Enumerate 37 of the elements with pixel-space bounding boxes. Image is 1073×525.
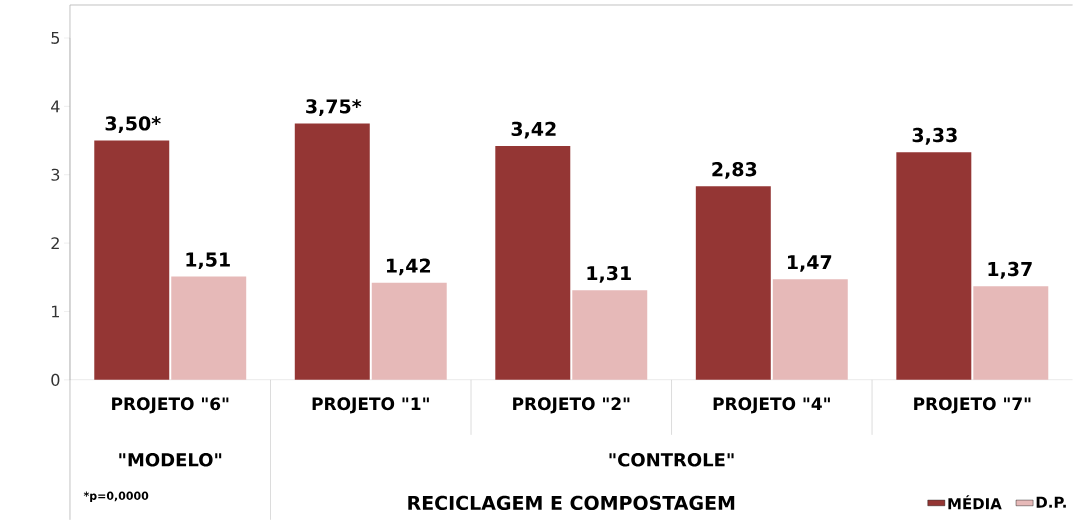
y-tick-label: 2 — [51, 237, 59, 250]
data-label: 1,42 — [386, 258, 431, 276]
data-label: 3,50* — [105, 116, 161, 134]
legend-label: D.P. — [1036, 496, 1066, 508]
data-label: 3,33 — [912, 127, 957, 145]
y-tick-label: 3 — [51, 168, 60, 181]
x-tick-label: PROJETO "7" — [914, 397, 1031, 414]
data-label: 1,51 — [186, 252, 230, 270]
data-label: 1,37 — [988, 261, 1032, 279]
x-tick-label: PROJETO "4" — [713, 397, 830, 414]
data-label: 3,42 — [511, 121, 556, 139]
x-tick-label: PROJETO "1" — [312, 397, 429, 414]
bar — [171, 276, 247, 380]
y-tick-label: 0 — [51, 373, 60, 386]
bar — [94, 140, 170, 380]
text: "MODELO" — [119, 453, 222, 467]
x-axis-title: RECICLAGEM E COMPOSTAGEM — [408, 495, 735, 511]
bar — [371, 282, 447, 380]
text: "CONTROLE" — [609, 453, 734, 467]
data-label: 2,83 — [712, 162, 757, 179]
y-tick-label: 1 — [52, 305, 59, 318]
bar — [572, 290, 648, 380]
data-label: 1,31 — [587, 266, 631, 283]
bar — [772, 279, 848, 380]
bar — [294, 123, 370, 380]
data-label: 1,47 — [788, 255, 832, 272]
legend-label: MÉDIA — [948, 495, 1002, 510]
bar — [695, 186, 771, 380]
x-tick-label: PROJETO "6" — [112, 397, 229, 414]
bar — [495, 146, 571, 380]
y-tick-label: 4 — [51, 100, 60, 113]
bar — [896, 152, 972, 380]
data-label: 3,75* — [306, 99, 362, 117]
x-tick-label: PROJETO "2" — [513, 397, 630, 414]
bar — [973, 286, 1049, 380]
text: *p=0,0000 — [83, 491, 149, 503]
y-tick-label: 5 — [51, 32, 60, 45]
